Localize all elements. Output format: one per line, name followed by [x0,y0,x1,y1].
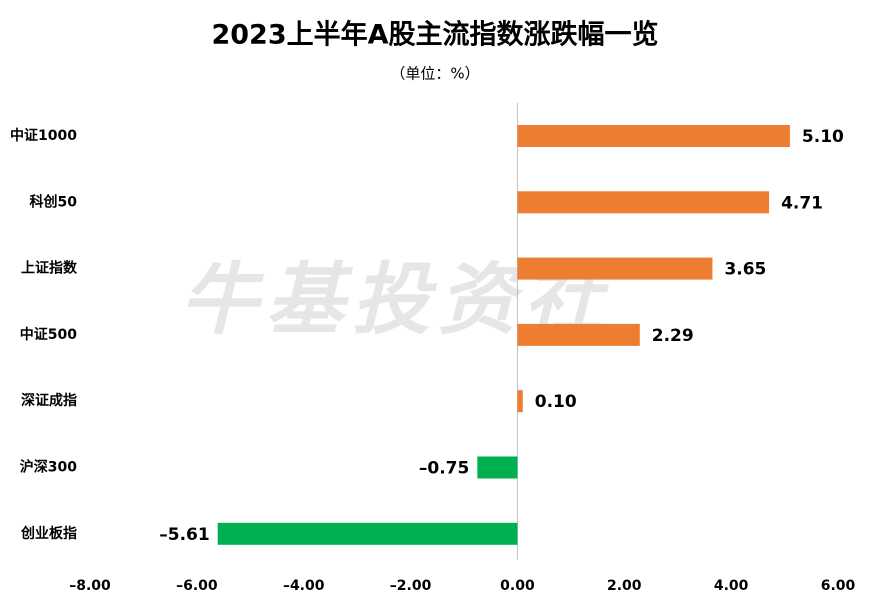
value-label: 5.10 [802,127,844,147]
value-label: 0.10 [535,392,577,412]
value-label: 4.71 [781,193,823,213]
bar [517,390,523,413]
chart-title: 2023上半年A股主流指数涨跌幅一览 [211,19,658,51]
y-tick-label: 沪深300 [20,459,77,476]
x-tick-label: 2.00 [607,578,642,594]
x-tick-label: 4.00 [714,578,749,594]
value-label: –0.75 [419,459,469,479]
y-tick-label: 创业板指 [20,525,77,542]
bar [517,323,640,346]
y-tick-label: 上证指数 [21,260,78,277]
bar [517,257,713,280]
x-tick-label: –2.00 [390,578,432,594]
y-tick-label: 中证1000 [10,127,77,144]
value-label: –5.61 [159,525,209,545]
x-tick-label: –8.00 [69,578,111,594]
x-tick-label: –4.00 [283,578,325,594]
x-tick-label: 0.00 [500,578,535,594]
bar [517,125,790,147]
y-tick-label: 深证成指 [21,392,77,409]
bar [217,522,518,545]
bar [477,456,518,479]
y-tick-label: 中证500 [20,326,77,343]
x-tick-label: 6.00 [821,578,856,594]
value-label: 2.29 [652,326,694,346]
y-tick-label: 科创50 [30,193,78,210]
chart-subtitle: （单位：%） [390,65,479,83]
x-tick-label: –6.00 [176,578,218,594]
value-label: 3.65 [724,260,766,280]
bar [517,191,770,214]
